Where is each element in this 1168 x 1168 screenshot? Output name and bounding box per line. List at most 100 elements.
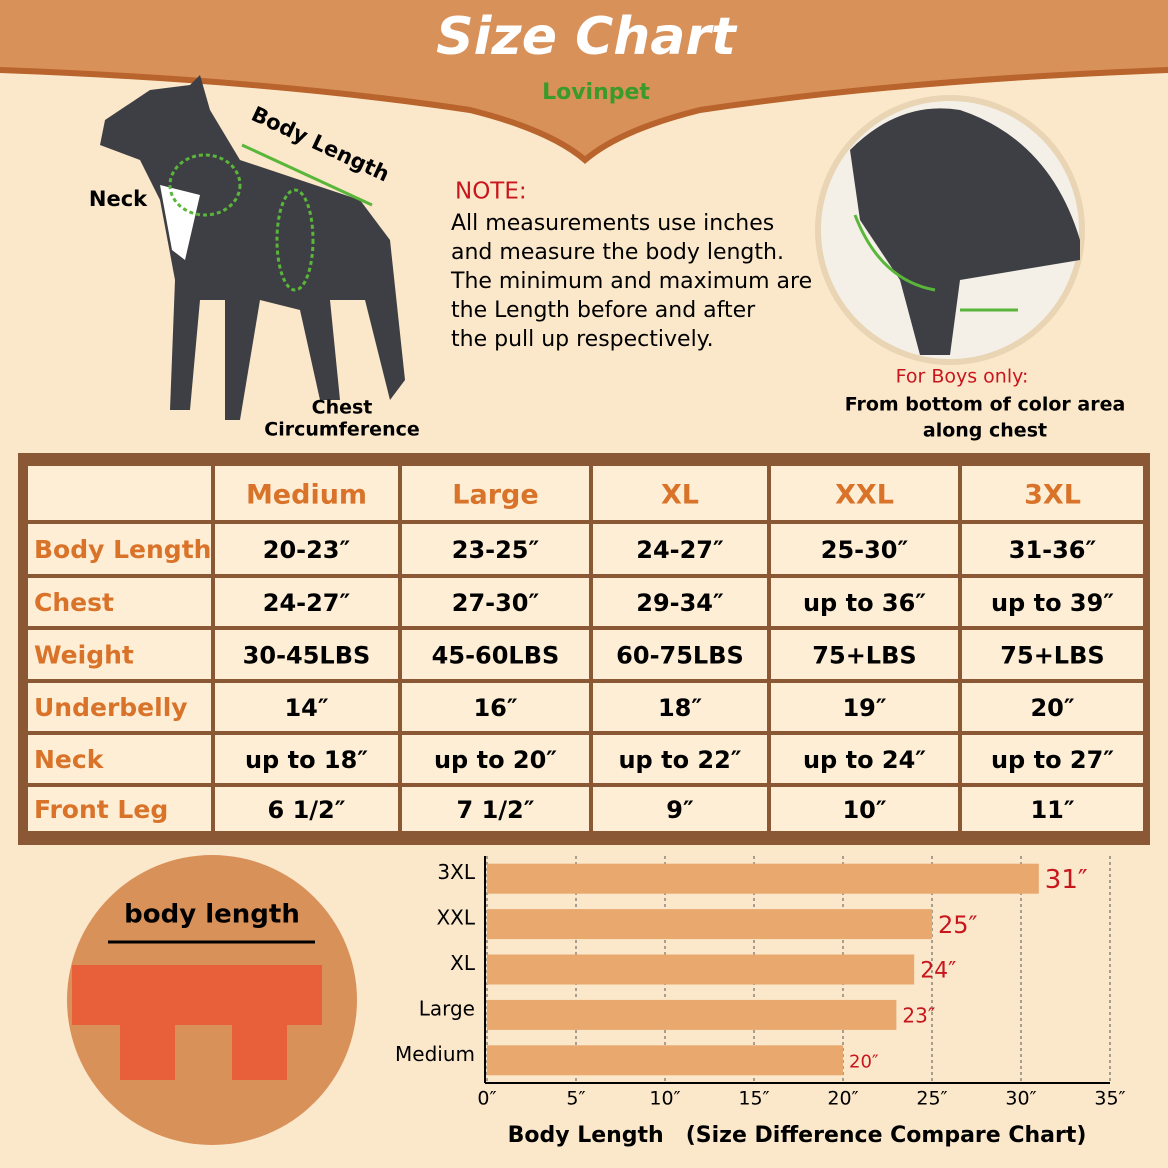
y-tick-label: XL — [450, 951, 476, 975]
x-tick-label: 5″ — [566, 1088, 585, 1110]
table-value: 19″ — [842, 694, 886, 722]
table-value: up to 39″ — [991, 589, 1114, 617]
table-value: 7 1/2″ — [457, 796, 535, 824]
chest-label: Chest — [312, 397, 373, 419]
boys-line: From bottom of color area — [845, 394, 1126, 416]
table-cell — [962, 466, 1143, 520]
table-value: 30-45LBS — [243, 642, 371, 670]
table-cell — [962, 524, 1143, 574]
table-value: up to 24″ — [803, 746, 926, 774]
table-cell — [28, 630, 211, 679]
table-cell — [402, 735, 589, 783]
table-value: up to 36″ — [803, 589, 926, 617]
dog-chest-patch — [160, 185, 200, 260]
garment-leg — [120, 1025, 175, 1080]
table-cell — [215, 630, 398, 679]
table-value: 23-25″ — [452, 536, 540, 564]
row-label: Neck — [34, 745, 105, 774]
table-cell — [593, 735, 767, 783]
table-cell — [402, 787, 589, 831]
table-cell — [771, 466, 958, 520]
table-value: 14″ — [284, 694, 328, 722]
note-line: All measurements use inches — [451, 211, 774, 236]
boys-title: For Boys only: — [896, 366, 1029, 388]
bar-chart: 0″ 5″ 10″ 15″ 20″ 25″ 30″ 35″ Medium 20″ Large 23″ X… — [395, 856, 1126, 1148]
note-line: the Length before and after — [451, 298, 756, 323]
table-cell — [402, 683, 589, 731]
table-value: 11″ — [1030, 796, 1074, 824]
y-tick-label: Large — [419, 996, 475, 1020]
table-cell — [28, 683, 211, 731]
table-value: 20″ — [1030, 694, 1074, 722]
value-label: 25″ — [938, 911, 978, 939]
table-value: 9″ — [666, 796, 694, 824]
value-label: 24″ — [920, 959, 956, 984]
note-line: The minimum and maximum are — [450, 269, 812, 294]
table-cell — [593, 683, 767, 731]
x-tick-label: 20″ — [827, 1088, 858, 1110]
bar — [487, 1045, 843, 1076]
table-cell — [215, 735, 398, 783]
bar — [487, 954, 915, 985]
x-tick-label: 15″ — [738, 1088, 769, 1110]
detail-arrow — [853, 214, 936, 292]
table-cell — [215, 524, 398, 574]
y-tick-label: 3XL — [437, 860, 475, 884]
y-tick-label: XXL — [436, 906, 475, 930]
table-value: 20-23″ — [263, 536, 351, 564]
body-length-marker — [241, 143, 373, 207]
table-value: up to 27″ — [991, 746, 1114, 774]
x-tick-label: 25″ — [916, 1088, 947, 1110]
table-cell — [771, 578, 958, 626]
chest-marker — [275, 188, 315, 292]
table-value: 24-27″ — [636, 536, 724, 564]
banner — [0, 0, 1168, 160]
x-tick-label: 0″ — [477, 1088, 496, 1110]
banner-edge — [0, 67, 1168, 164]
table-cell — [402, 578, 589, 626]
table-value: up to 18″ — [245, 746, 368, 774]
table-cell — [771, 524, 958, 574]
bar — [487, 999, 897, 1030]
column-header: XXL — [835, 480, 894, 511]
table-cell — [215, 683, 398, 731]
table-cell — [402, 466, 589, 520]
chest-label: Circumference — [264, 419, 420, 441]
garment — [72, 965, 322, 1025]
table-cell — [771, 787, 958, 831]
table-cell — [28, 466, 211, 520]
y-tick-label: Medium — [395, 1042, 475, 1066]
table-value: 45-60LBS — [432, 642, 560, 670]
table-cell — [593, 578, 767, 626]
table-value: 10″ — [842, 796, 886, 824]
table-cell — [402, 630, 589, 679]
table-value: 75+LBS — [812, 642, 916, 670]
column-header: 3XL — [1024, 480, 1081, 511]
neck-label: Neck — [89, 187, 148, 211]
note-line: and measure the body length. — [451, 240, 784, 265]
table-cell — [962, 630, 1143, 679]
table-cell — [28, 735, 211, 783]
row-label: Chest — [34, 588, 114, 617]
table-value: 27-30″ — [452, 589, 540, 617]
table-value: 25-30″ — [821, 536, 909, 564]
brand: Lovinpet — [542, 80, 650, 105]
note-title: NOTE: — [455, 179, 527, 205]
x-tick-label: 30″ — [1005, 1088, 1036, 1110]
table-cell — [962, 735, 1143, 783]
note-line: the pull up respectively. — [451, 327, 714, 352]
table-cell — [215, 466, 398, 520]
column-header: Medium — [246, 480, 367, 511]
table-value: up to 22″ — [618, 746, 741, 774]
boys-line: along chest — [923, 420, 1047, 442]
neck-marker — [168, 153, 242, 217]
x-tick-label: 35″ — [1094, 1088, 1125, 1110]
table-cell — [593, 466, 767, 520]
column-header: Large — [452, 480, 538, 511]
value-label: 31″ — [1045, 865, 1088, 895]
table-value: 18″ — [658, 694, 702, 722]
table-cell — [771, 683, 958, 731]
garment-leg — [232, 1025, 287, 1080]
